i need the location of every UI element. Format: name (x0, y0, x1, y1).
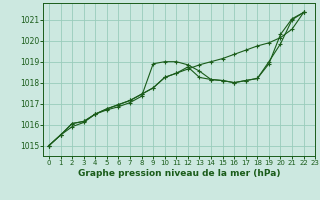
X-axis label: Graphe pression niveau de la mer (hPa): Graphe pression niveau de la mer (hPa) (78, 169, 280, 178)
